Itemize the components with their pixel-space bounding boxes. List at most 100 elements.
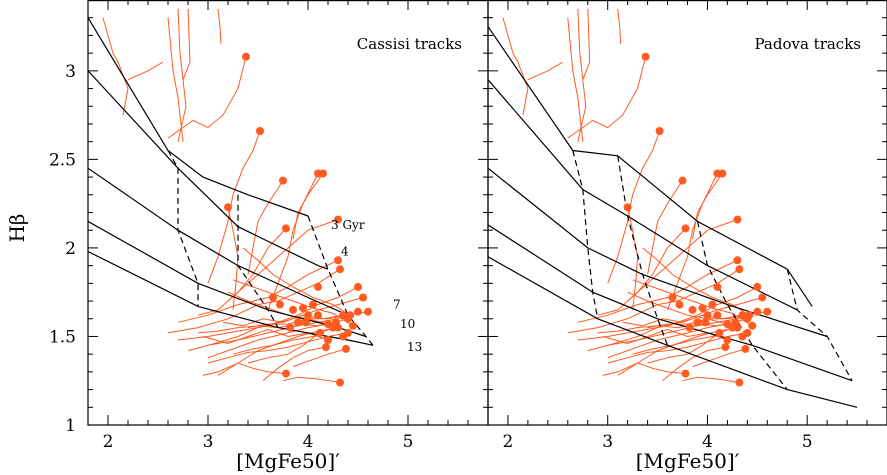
model-metallicity-line <box>617 155 669 346</box>
y-tick-label: 3 <box>65 62 76 82</box>
evolution-track <box>227 291 329 325</box>
evolution-track <box>692 348 746 368</box>
age-label: 10 <box>400 317 415 331</box>
data-point <box>763 307 772 316</box>
data-point <box>299 304 307 313</box>
data-point <box>753 307 762 316</box>
evolution-track <box>582 8 591 80</box>
y-axis-label: Hβ <box>5 213 29 242</box>
data-point <box>748 321 757 330</box>
evolution-track <box>577 259 738 323</box>
evolution-track <box>627 291 728 325</box>
evolution-track <box>502 17 529 116</box>
data-point <box>675 300 684 309</box>
age-label: 4 <box>341 244 349 258</box>
evolution-track <box>102 17 129 116</box>
evolution-track <box>632 279 753 327</box>
x-tick-label: 3 <box>203 432 214 452</box>
data-point <box>314 282 322 291</box>
x-tick-label: 5 <box>802 432 813 452</box>
evolution-track <box>642 247 750 316</box>
data-point <box>339 332 347 341</box>
data-point <box>738 332 747 341</box>
data-point <box>342 344 350 353</box>
data-point <box>336 265 344 274</box>
data-point <box>733 256 742 265</box>
evolution-track <box>682 376 740 383</box>
data-point <box>708 300 717 309</box>
data-point <box>745 311 754 320</box>
data-point <box>319 169 327 178</box>
data-point <box>302 318 310 327</box>
data-point <box>678 176 687 185</box>
data-point <box>735 378 744 387</box>
data-point <box>731 318 740 327</box>
data-point <box>623 203 632 212</box>
data-point <box>701 318 710 327</box>
plot-area <box>488 8 858 408</box>
data-point <box>681 224 690 233</box>
y-tick-label: 1 <box>65 416 76 436</box>
data-point <box>282 369 290 378</box>
evolution-track <box>217 8 222 45</box>
data-point <box>655 127 664 135</box>
data-point <box>713 311 722 320</box>
evolution-track <box>617 8 622 45</box>
x-tick-label: 2 <box>103 432 114 452</box>
x-axis-label: [MgFe50]′ <box>236 449 340 473</box>
data-point <box>721 343 730 352</box>
data-point <box>713 282 722 291</box>
age-label: 13 <box>407 340 422 354</box>
model-age-line <box>488 256 858 408</box>
x-tick-label: 5 <box>403 432 414 452</box>
panel-title: Cassisi tracks <box>357 35 462 53</box>
model-age-line <box>488 167 828 338</box>
evolution-track <box>207 130 261 284</box>
model-age-line <box>88 70 329 270</box>
padova-panel: 2 3 4 5 [MgFe50]′ Padova tracks <box>487 0 887 473</box>
model-metallicity-line <box>572 150 599 319</box>
data-point <box>698 304 707 313</box>
data-point <box>718 169 727 178</box>
evolution-track <box>667 173 718 311</box>
evolution-track <box>602 362 686 376</box>
model-age-line <box>488 26 813 307</box>
data-point <box>309 300 317 309</box>
data-point <box>294 318 302 327</box>
y-tick-label: 1.5 <box>49 327 76 347</box>
evolution-track <box>662 346 726 382</box>
data-point <box>359 293 367 302</box>
x-axis-label: [MgFe50]′ <box>636 449 740 473</box>
evolution-track <box>527 61 564 81</box>
data-point <box>354 282 362 291</box>
y-tick-label: 2.5 <box>49 150 76 170</box>
model-metallicity-line <box>786 269 853 381</box>
evolution-track <box>292 348 347 368</box>
x-tick-label: 4 <box>702 432 713 452</box>
evolution-track <box>647 180 683 275</box>
evolution-track <box>167 17 184 142</box>
data-point <box>269 293 277 302</box>
plot-area <box>88 8 374 387</box>
evolution-track <box>177 259 339 323</box>
data-point <box>758 293 767 302</box>
data-point <box>685 323 694 332</box>
evolution-track <box>292 173 324 240</box>
data-point <box>332 318 340 327</box>
age-label: 7 <box>393 298 401 312</box>
data-point <box>364 307 372 316</box>
data-point <box>641 52 650 61</box>
evolution-track <box>262 346 327 382</box>
data-point <box>753 282 762 291</box>
evolution-track <box>597 321 736 334</box>
x-tick-label: 2 <box>503 432 514 452</box>
data-point <box>279 176 287 185</box>
model-metallicity-line <box>696 221 788 390</box>
evolution-track <box>247 180 284 275</box>
data-point <box>316 328 324 337</box>
data-point <box>224 203 232 212</box>
data-point <box>314 311 322 320</box>
data-point <box>354 307 362 316</box>
model-age-line <box>488 224 853 382</box>
